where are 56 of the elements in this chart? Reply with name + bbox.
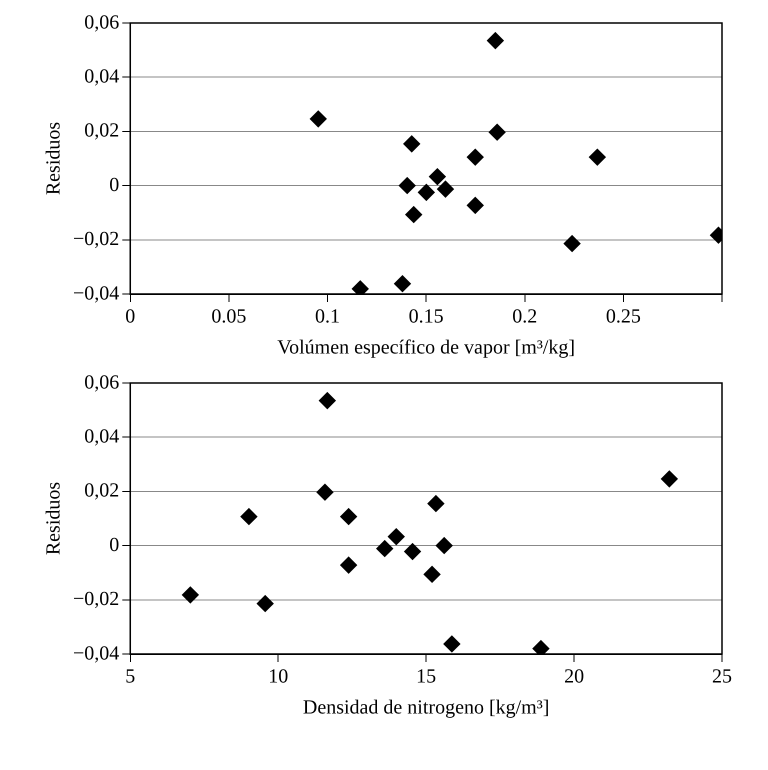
point [466,148,484,166]
point [405,206,422,224]
x-tick-label: 20 [564,665,584,688]
point [388,528,405,546]
point [427,495,444,512]
x-tick-label: 0.05 [211,305,246,328]
point [436,537,453,554]
y-tick-label: −0,04 [73,642,120,664]
point [394,275,411,292]
point [466,196,484,214]
x-tick-label: 5 [125,665,136,688]
y-axis-title: Residuos [42,482,64,556]
point [310,110,327,128]
y-tick-label: −0,02 [73,588,120,610]
point [443,635,460,652]
y-tick-label: −0,04 [73,282,120,304]
y-tick-label: 0,06 [84,11,120,34]
x-tick-label: 0 [125,305,136,328]
x-tick-label: 0.1 [315,305,340,328]
x-tick-label: 25 [712,665,732,688]
x-tick-label: 0.2 [512,305,538,328]
y-tick-label: 0,02 [84,120,120,142]
point [436,180,454,198]
point [588,148,606,166]
point [256,595,274,612]
point [316,484,334,501]
x-tick-label: 10 [268,665,288,688]
point [182,586,199,604]
point [318,392,336,410]
point [240,508,258,526]
y-tick-label: 0 [109,174,120,196]
point [403,135,420,152]
point [660,470,678,488]
y-tick-label: 0,02 [84,480,120,502]
y-tick-label: 0,04 [84,425,120,448]
y-axis-title: Residuos [42,122,64,196]
point [340,508,358,526]
x-tick-label: 15 [416,665,436,688]
x-tick-label: 0.25 [606,305,641,328]
point [428,168,446,186]
point [404,543,422,560]
y-tick-label: 0 [109,534,120,556]
point [418,184,435,201]
point [486,32,504,50]
y-tick-label: −0,02 [73,228,120,250]
point [398,177,416,194]
y-tick-label: 0,04 [84,65,120,88]
x-axis-title: Densidad de nitrogeno [kg/m³] [302,696,550,718]
point [376,540,394,558]
point [340,556,358,574]
x-tick-label: 0.15 [408,305,444,328]
point [488,124,506,141]
point [424,566,441,583]
point [564,235,581,252]
x-axis-title: Volúmen específico de vapor [m³/kg] [277,336,576,358]
y-tick-label: 0,06 [84,371,120,394]
